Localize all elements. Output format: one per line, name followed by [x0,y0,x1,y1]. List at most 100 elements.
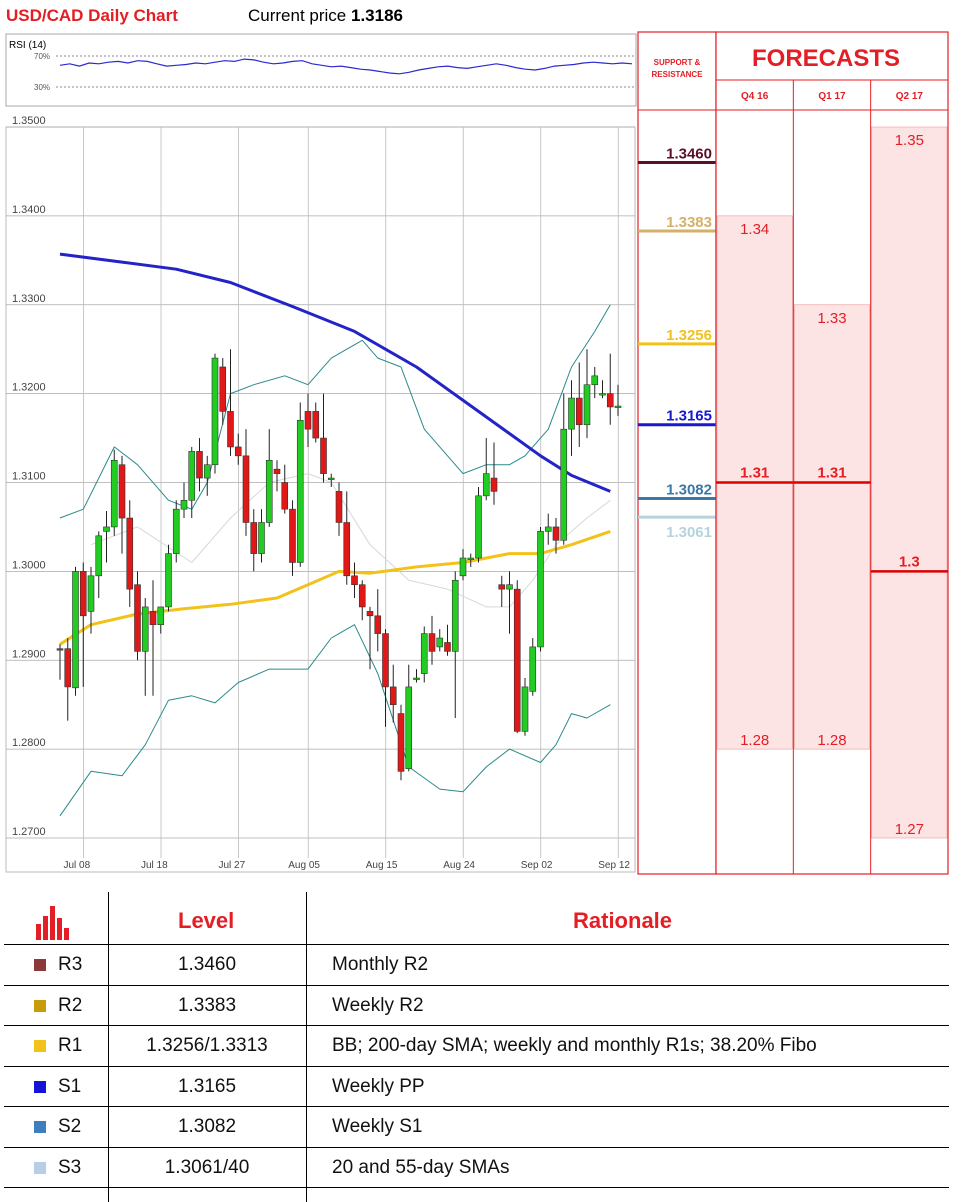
candle-body [343,522,351,577]
forecast-high: 1.33 [817,310,846,327]
candle-body [180,499,188,510]
current-price-value: 1.3186 [351,6,403,25]
forecast-high: 1.34 [740,221,769,238]
y-tick-label: 1.3400 [12,204,46,216]
candle-body [172,508,180,554]
candle-body [203,464,211,479]
x-tick-label: Aug 05 [288,860,320,871]
row-color-swatch [34,1161,46,1174]
candle-body [196,451,203,479]
candle-body [258,522,265,554]
candle-body [436,637,444,648]
candle-body [506,584,513,590]
row-rationale: Weekly PP [332,1075,425,1097]
candle-body [552,526,560,541]
candle-body [296,419,304,563]
y-tick-label: 1.3500 [12,115,46,127]
candle-body [428,633,436,652]
candle-body [188,451,196,501]
rsi-30-label: 30% [34,83,50,92]
candle-body [529,646,537,692]
y-tick-label: 1.3300 [12,293,46,305]
candle-body [242,455,250,523]
forecast-mid: 1.3 [899,553,920,570]
rsi-line [59,58,633,75]
y-tick-label: 1.2700 [12,826,46,838]
candle-body [335,491,343,523]
row-tag: S1 [58,1075,82,1097]
forecast-high: 1.35 [895,132,924,149]
candle-body [157,606,165,625]
row-color-swatch [34,959,46,971]
candle-body [327,477,335,480]
candle-body [227,411,234,448]
level-header: Level [178,908,235,933]
chart-area: RSI (14)70% 30% 1.3500 1.3400 1.3300 1.3200 1.… [5,31,949,875]
row-tag: R1 [58,1035,83,1056]
forecast-col-label: Q1 17 [818,91,846,102]
candle-body [537,531,544,648]
price-panel [5,126,636,873]
row-tag: R2 [58,994,83,1016]
row-rationale: Monthly R2 [332,954,429,975]
row-level: 1.3383 [177,994,237,1016]
row-color-swatch [34,1080,46,1093]
candle-body [351,575,358,586]
candle-body [544,526,552,532]
bollinger-lower-line [59,624,611,817]
candle-body [521,686,529,732]
candle-body [599,393,606,396]
sr-level-label: 1.3061 [666,524,712,541]
x-tick-label: Aug 24 [443,860,475,871]
candle-body [234,446,242,457]
candle-body [64,648,72,688]
candle-body [281,482,289,510]
bollinger-upper-line [59,304,611,519]
forecast-mid: 1.31 [817,465,846,482]
candle-body [149,611,157,626]
row-color-swatch [34,1040,46,1052]
bollinger-mid-line [90,473,611,608]
row-color-swatch [34,1121,46,1133]
candle-body [358,584,366,608]
row-level: 1.3165 [177,1075,237,1097]
rsi-panel [5,33,637,107]
forecast-low: 1.28 [740,732,769,749]
candle-body [211,357,219,466]
x-tick-label: Jul 08 [64,860,91,871]
candle-body [265,459,273,523]
sr-level-label: 1.3082 [666,481,712,498]
candle-body [79,571,87,617]
row-rationale: Weekly R2 [332,994,424,1016]
candle-body [312,411,320,439]
candle-body [614,405,622,408]
row-color-swatch [34,999,46,1012]
candle-body [389,686,397,705]
y-tick-label: 1.3100 [12,471,46,483]
candle-body [475,495,482,559]
y-tick-label: 1.3000 [12,559,46,571]
candle-body [568,397,575,430]
sma200-line [59,252,611,493]
candle-body [56,648,64,651]
candle-body [397,713,405,772]
row-level: 1.3061/40 [164,1156,250,1178]
candle-body [118,464,126,519]
row-level: 1.3256/1.3313 [146,1035,268,1056]
forecast-mid: 1.31 [740,465,769,482]
sr-panel [637,31,717,875]
rsi-70-label: 70% [34,52,50,61]
rsi-label: RSI (14) [9,40,46,51]
forecast-low: 1.28 [817,732,846,749]
chart-title: USD/CAD Daily Chart [6,6,178,25]
candle-body [459,557,467,577]
candle-body [320,437,327,474]
row-tag: S3 [58,1156,82,1178]
x-tick-label: Aug 15 [366,860,398,871]
candle-body [95,535,103,577]
candle-body [560,428,568,541]
rationale-header: Rationale [573,908,673,933]
candle-body [444,642,451,652]
row-rationale: BB; 200-day SMA; weekly and monthly R1s;… [332,1035,817,1056]
sr-level-label: 1.3165 [666,408,712,425]
